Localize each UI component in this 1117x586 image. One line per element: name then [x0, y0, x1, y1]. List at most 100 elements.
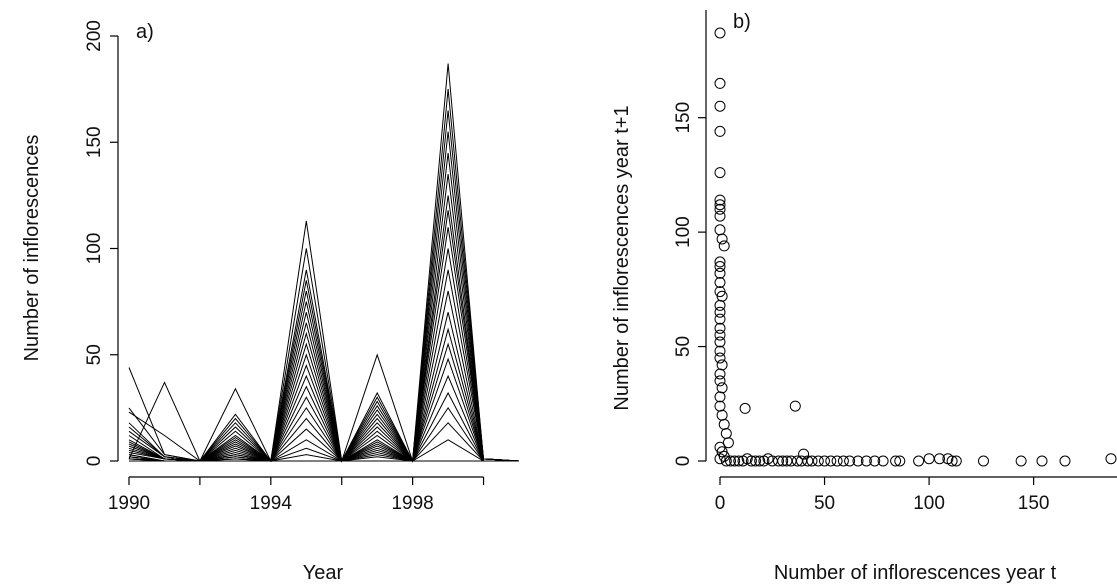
- panel-a-y-tick-label: 100: [84, 233, 105, 265]
- panel-b-x-axis-title: Number of inflorescences year t: [774, 562, 1057, 584]
- panel-b-scatter-point: [716, 382, 728, 394]
- panel-a-y-tick-label: 50: [84, 344, 105, 365]
- panel-b-scatter-point: [714, 368, 726, 380]
- panel-b-scatter-point: [1105, 453, 1117, 465]
- panel-b-scatter-chart: 0 50 100 150 0 50 100 150 b) Number of inflore…: [611, 10, 1117, 584]
- panel-b-scatter-point: [714, 306, 726, 318]
- panel-b-scatter-point: [806, 455, 818, 467]
- panel-b-scatter-point: [1036, 455, 1048, 467]
- panel-b-scatter-point: [739, 402, 751, 414]
- panel-b-scatter-point: [714, 27, 726, 39]
- panel-b-y-tick-label: 100: [673, 216, 694, 248]
- panel-b-scatter-point: [869, 455, 881, 467]
- panel-a-series-lines: [128, 63, 520, 463]
- panel-b-y-axis-title: Number of inflorescences year t+1: [611, 105, 633, 410]
- panel-b-scatter-point: [812, 455, 824, 467]
- panel-b-scatter-point: [714, 400, 726, 412]
- panel-b-scatter-point: [777, 455, 789, 467]
- panel-a-series-line: [129, 439, 519, 462]
- panel-b-scatter-point: [714, 375, 726, 387]
- panel-b-scatter-point: [934, 453, 945, 465]
- panel-b-x-tick-label: 50: [814, 493, 835, 514]
- panel-b-scatter-point: [714, 224, 726, 236]
- panel-a-y-axis-title: Number of inflorescences: [21, 135, 43, 362]
- panel-b-scatter-point: [714, 329, 726, 341]
- panel-b-scatter-point: [825, 455, 837, 467]
- panel-b-scatter-point: [894, 455, 906, 467]
- panel-b-scatter-point: [714, 299, 726, 311]
- panel-b-scatter-points: [714, 27, 1117, 467]
- panel-a-x-tick-label: 1990: [108, 493, 150, 514]
- panel-b-scatter-point: [714, 100, 726, 112]
- panel-b-scatter-point: [844, 455, 856, 467]
- panel-b-scatter-point: [714, 322, 726, 334]
- panel-b-scatter-point: [714, 125, 726, 137]
- panel-b-scatter-point: [714, 277, 726, 288]
- panel-b-y-ticks: 0 50 100 150: [673, 102, 706, 466]
- panel-b-scatter-point: [714, 267, 726, 279]
- panel-b-scatter-point: [733, 455, 745, 467]
- panel-b-scatter-point: [978, 455, 989, 467]
- panel-a-line-chart: 0 50 100 150 200 1990 1994 1998 a) Year Number…: [21, 20, 520, 584]
- panel-b-scatter-point: [837, 455, 849, 467]
- panel-a-x-ticks: 1990 1994 1998: [108, 477, 485, 514]
- panel-b-scatter-point: [913, 455, 925, 467]
- panel-b-y-tick-label: 150: [673, 102, 694, 134]
- panel-b-x-tick-label: 0: [715, 493, 726, 514]
- panel-b-x-tick-label: 100: [913, 493, 945, 514]
- panel-b-scatter-point: [923, 453, 935, 465]
- panel-b-scatter-point: [852, 455, 864, 467]
- panel-b-scatter-point: [714, 210, 726, 222]
- panel-b-scatter-point: [819, 455, 830, 467]
- panel-b-scatter-point: [754, 455, 766, 467]
- panel-b-scatter-point: [714, 194, 726, 206]
- panel-b-scatter-point: [729, 455, 741, 467]
- panel-b-scatter-point: [714, 261, 726, 272]
- panel-b-scatter-point: [714, 199, 726, 211]
- panel-b-scatter-point: [718, 240, 730, 252]
- panel-b-scatter-point: [750, 455, 761, 467]
- panel-b-scatter-point: [877, 455, 889, 467]
- panel-b-scatter-point: [716, 409, 728, 421]
- panel-b-scatter-point: [714, 203, 726, 215]
- panel-b-x-ticks: 0 50 100 150: [715, 477, 1050, 514]
- panel-b-scatter-point: [720, 428, 732, 439]
- panel-b-label: b): [733, 11, 751, 33]
- panel-b-scatter-point: [716, 233, 728, 245]
- panel-b-scatter-point: [714, 313, 726, 325]
- panel-a-y-tick-label: 200: [84, 20, 105, 52]
- panel-b-scatter-point: [890, 455, 902, 467]
- panel-b-scatter-point: [789, 400, 801, 412]
- panel-b-scatter-point: [714, 391, 726, 403]
- panel-b-scatter-point: [773, 455, 784, 467]
- panel-a-x-tick-label: 1998: [391, 493, 433, 514]
- panel-b-scatter-point: [714, 336, 726, 348]
- panel-b-scatter-point: [720, 455, 732, 467]
- panel-b-scatter-point: [714, 256, 726, 268]
- panel-b-scatter-point: [1015, 455, 1027, 467]
- panel-b-y-tick-label: 50: [673, 336, 694, 357]
- panel-b-scatter-point: [831, 455, 843, 467]
- panel-b-scatter-point: [725, 455, 736, 467]
- panel-b-scatter-point: [716, 359, 728, 371]
- panel-b-scatter-point: [714, 453, 726, 465]
- panel-b-scatter-point: [714, 345, 726, 357]
- panel-a-y-tick-label: 150: [84, 126, 105, 158]
- panel-a-x-tick-label: 1994: [250, 493, 293, 514]
- panel-a-x-axis-title: Year: [303, 562, 344, 584]
- panel-b-scatter-point: [860, 455, 872, 467]
- panel-b-scatter-point: [714, 77, 726, 89]
- panel-b-scatter-point: [950, 455, 962, 467]
- panel-a-y-ticks: 0 50 100 150 200: [84, 20, 118, 466]
- panel-b-x-tick-label: 150: [1018, 493, 1050, 514]
- panel-b-y-tick-label: 0: [673, 456, 694, 467]
- panel-b-scatter-point: [1059, 455, 1071, 467]
- panel-b-scatter-point: [946, 455, 958, 467]
- panel-a-label: a): [136, 21, 154, 43]
- panel-b-scatter-point: [714, 352, 726, 364]
- panel-b-scatter-point: [718, 418, 730, 430]
- panel-a-y-tick-label: 0: [84, 456, 105, 467]
- panel-b-scatter-point: [745, 455, 757, 467]
- panel-b-scatter-point: [714, 167, 726, 179]
